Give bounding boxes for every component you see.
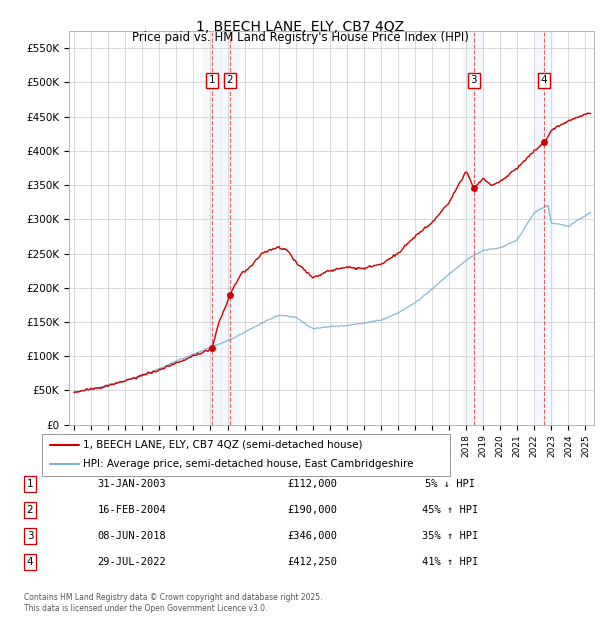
Text: 1, BEECH LANE, ELY, CB7 4QZ (semi-detached house): 1, BEECH LANE, ELY, CB7 4QZ (semi-detach… — [83, 440, 362, 450]
Bar — [463, 31, 484, 425]
Text: £346,000: £346,000 — [287, 531, 337, 541]
Text: 3: 3 — [26, 531, 34, 541]
Text: 2: 2 — [26, 505, 34, 515]
Text: £112,000: £112,000 — [287, 479, 337, 489]
Text: 4: 4 — [541, 75, 547, 85]
Bar — [202, 31, 222, 425]
Text: Contains HM Land Registry data © Crown copyright and database right 2025.
This d: Contains HM Land Registry data © Crown c… — [24, 593, 323, 613]
Text: £412,250: £412,250 — [287, 557, 337, 567]
Text: HPI: Average price, semi-detached house, East Cambridgeshire: HPI: Average price, semi-detached house,… — [83, 459, 413, 469]
Text: £190,000: £190,000 — [287, 505, 337, 515]
Text: Price paid vs. HM Land Registry's House Price Index (HPI): Price paid vs. HM Land Registry's House … — [131, 31, 469, 44]
Text: 08-JUN-2018: 08-JUN-2018 — [98, 531, 166, 541]
Text: 1, BEECH LANE, ELY, CB7 4QZ: 1, BEECH LANE, ELY, CB7 4QZ — [196, 20, 404, 34]
Text: 4: 4 — [26, 557, 34, 567]
Text: 41% ↑ HPI: 41% ↑ HPI — [422, 557, 478, 567]
Text: 1: 1 — [209, 75, 215, 85]
Text: 3: 3 — [470, 75, 477, 85]
Text: 31-JAN-2003: 31-JAN-2003 — [98, 479, 166, 489]
Text: 2: 2 — [226, 75, 233, 85]
Text: 29-JUL-2022: 29-JUL-2022 — [98, 557, 166, 567]
Text: 45% ↑ HPI: 45% ↑ HPI — [422, 505, 478, 515]
Text: 35% ↑ HPI: 35% ↑ HPI — [422, 531, 478, 541]
Bar — [534, 31, 554, 425]
Text: 1: 1 — [26, 479, 34, 489]
Bar — [220, 31, 240, 425]
Text: 16-FEB-2004: 16-FEB-2004 — [98, 505, 166, 515]
Text: 5% ↓ HPI: 5% ↓ HPI — [425, 479, 475, 489]
